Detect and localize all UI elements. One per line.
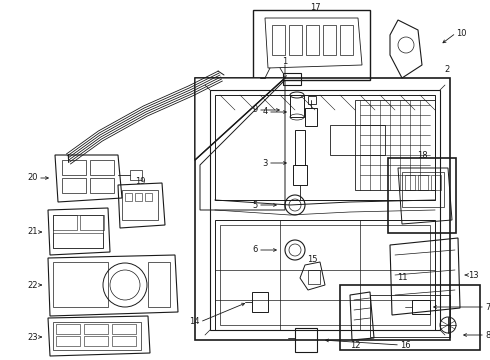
Bar xyxy=(370,295,450,337)
Bar xyxy=(405,175,415,190)
Text: 13: 13 xyxy=(468,270,479,279)
Bar xyxy=(340,285,480,350)
Text: 8: 8 xyxy=(485,330,490,339)
Bar xyxy=(412,300,430,314)
Bar xyxy=(330,125,385,155)
Bar xyxy=(130,170,142,180)
Bar xyxy=(431,175,441,190)
Bar xyxy=(62,160,86,175)
Text: 12: 12 xyxy=(350,341,360,350)
Text: 23: 23 xyxy=(27,333,38,342)
Bar xyxy=(56,324,80,334)
Text: 3: 3 xyxy=(263,158,268,167)
Bar xyxy=(306,25,319,55)
Bar xyxy=(290,95,304,117)
Bar xyxy=(145,193,152,201)
Bar xyxy=(305,108,317,126)
Text: 10: 10 xyxy=(456,28,466,37)
Bar xyxy=(80,215,104,230)
Bar xyxy=(135,193,142,201)
Bar xyxy=(53,322,141,350)
Text: 14: 14 xyxy=(190,318,200,327)
Bar xyxy=(295,130,305,165)
Text: 11: 11 xyxy=(397,274,407,283)
Bar xyxy=(418,175,428,190)
Bar xyxy=(53,215,103,248)
Bar xyxy=(122,190,158,220)
Bar xyxy=(90,160,114,175)
Text: 4: 4 xyxy=(263,108,268,117)
Text: 20: 20 xyxy=(27,174,38,183)
Text: 22: 22 xyxy=(27,280,38,289)
Text: 6: 6 xyxy=(253,246,258,255)
Bar xyxy=(148,262,170,307)
Bar xyxy=(293,165,307,185)
Text: 15: 15 xyxy=(307,256,317,265)
Bar xyxy=(340,25,353,55)
Bar xyxy=(253,10,370,80)
Bar xyxy=(53,233,103,248)
Bar xyxy=(252,292,268,312)
Bar xyxy=(56,336,80,346)
Text: 17: 17 xyxy=(310,4,320,13)
Text: 16: 16 xyxy=(400,341,411,350)
Bar xyxy=(272,25,285,55)
Text: 7: 7 xyxy=(485,302,490,311)
Bar xyxy=(112,324,136,334)
Text: 21: 21 xyxy=(27,228,38,237)
Text: 2: 2 xyxy=(444,66,450,75)
Bar xyxy=(112,336,136,346)
Bar xyxy=(53,215,77,230)
Bar xyxy=(62,178,86,193)
Bar xyxy=(125,193,132,201)
Polygon shape xyxy=(195,78,285,160)
Bar xyxy=(323,25,336,55)
Bar xyxy=(308,270,320,284)
Bar xyxy=(308,96,316,104)
Text: 5: 5 xyxy=(253,201,258,210)
Bar xyxy=(90,178,114,193)
Bar xyxy=(295,328,317,352)
Bar xyxy=(289,25,302,55)
Bar xyxy=(53,262,108,307)
Bar xyxy=(402,172,444,207)
Text: 19: 19 xyxy=(135,177,145,186)
Text: 18: 18 xyxy=(416,150,427,159)
Bar xyxy=(388,158,456,233)
Bar xyxy=(84,336,108,346)
Text: 1: 1 xyxy=(282,58,288,67)
Bar xyxy=(283,73,301,85)
Text: 9: 9 xyxy=(253,105,258,114)
Bar xyxy=(84,324,108,334)
